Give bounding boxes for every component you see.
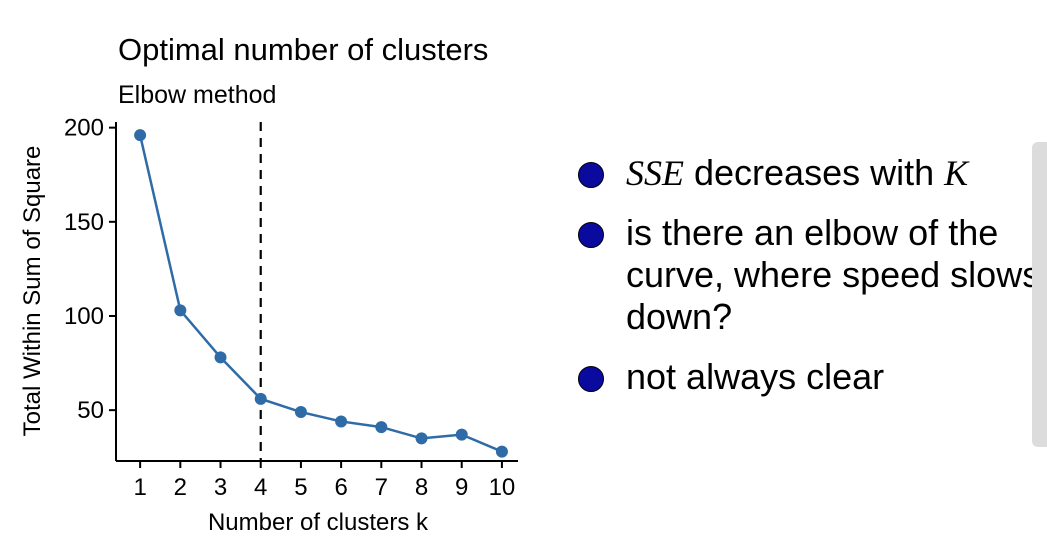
chart-title: Optimal number of clusters xyxy=(118,32,488,67)
y-tick-label: 50 xyxy=(77,397,104,424)
data-point xyxy=(254,392,267,405)
bullet-text: is there an elbow of the curve, where sp… xyxy=(626,212,1041,337)
bullet-dot-icon xyxy=(578,366,604,392)
x-tick-label: 5 xyxy=(294,474,307,501)
bullet-dot-icon xyxy=(578,162,604,188)
data-point xyxy=(294,406,307,419)
x-tick-label: 3 xyxy=(214,474,227,501)
chart-subtitle: Elbow method xyxy=(118,81,276,109)
bullet-item: is there an elbow of the curve, where sp… xyxy=(578,212,1043,338)
bullet-item: SSE decreases with K xyxy=(578,152,1043,194)
y-tick-label: 150 xyxy=(64,209,104,236)
bullet-item: not always clear xyxy=(578,356,1043,398)
y-axis-label: Total Within Sum of Square xyxy=(19,146,46,437)
x-tick-label: 8 xyxy=(415,474,428,501)
data-point xyxy=(174,304,187,317)
bullet-dot-icon xyxy=(578,222,604,248)
x-axis-label: Number of clusters k xyxy=(208,509,429,536)
scrollbar-handle[interactable] xyxy=(1032,142,1047,447)
data-point xyxy=(415,432,428,445)
bullet-list: SSE decreases with K is there an elbow o… xyxy=(578,152,1043,416)
x-tick-label: 7 xyxy=(375,474,388,501)
data-point xyxy=(335,415,348,428)
x-tick-label: 10 xyxy=(489,474,516,501)
data-marks xyxy=(134,122,508,461)
data-point xyxy=(495,445,508,458)
axes: 50 100 150 200 1 2 3 4 5 6 7 8 9 10 xyxy=(64,115,518,501)
data-point xyxy=(375,421,388,434)
data-point xyxy=(214,351,227,364)
bullet-text: not always clear xyxy=(626,356,885,397)
bullet-text: decreases with xyxy=(684,152,945,193)
data-point xyxy=(455,428,468,441)
data-point xyxy=(134,129,147,142)
elbow-chart: Optimal number of clusters Elbow method … xyxy=(19,32,518,536)
x-tick-label: 4 xyxy=(254,474,267,501)
y-tick-label: 200 xyxy=(64,115,104,142)
x-tick-label: 2 xyxy=(174,474,187,501)
math-sse: SSE xyxy=(626,153,684,193)
math-k: K xyxy=(944,153,969,193)
series-line xyxy=(138,134,503,453)
x-tick-label: 9 xyxy=(455,474,468,501)
x-tick-label: 6 xyxy=(334,474,347,501)
x-tick-label: 1 xyxy=(133,474,146,501)
y-tick-label: 100 xyxy=(64,303,104,330)
